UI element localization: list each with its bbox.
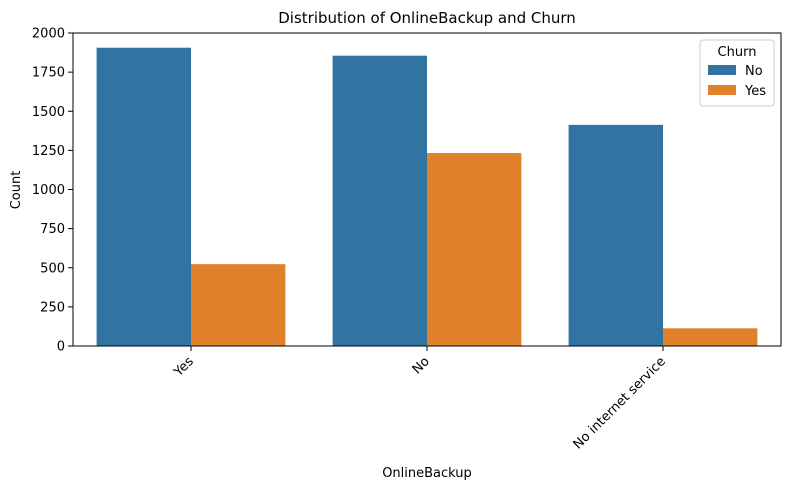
bar-no-internet-service-churn-yes [663,328,758,346]
x-tick-label: No [410,354,433,377]
bar-no-internet-service-churn-no [568,124,663,346]
legend-swatch-no [708,65,736,75]
x-axis: Yes No No internet service [171,346,669,452]
chart-title: Distribution of OnlineBackup and Churn [278,9,576,27]
legend-title: Churn [718,45,757,60]
x-tick-label: No internet service [571,354,669,452]
y-tick-label: 0 [57,340,65,355]
legend-swatch-yes [708,85,736,95]
y-tick-label: 1500 [32,105,65,120]
bar-yes-churn-no [96,47,191,346]
plot-area [96,47,758,346]
y-tick-label: 1250 [32,144,65,159]
y-axis-label: Count [9,171,24,210]
legend-label-yes: Yes [744,84,766,99]
y-tick-label: 250 [40,300,65,315]
y-tick-label: 1000 [32,183,65,198]
y-tick-label: 1750 [32,66,65,81]
legend-label-no: No [745,64,763,79]
bar-no-churn-no [332,55,427,346]
legend: Churn No Yes [699,39,775,107]
y-tick-label: 500 [40,261,65,276]
bar-no-churn-yes [427,153,522,346]
bar-yes-churn-yes [191,264,286,346]
y-tick-label: 750 [40,222,65,237]
x-axis-label: OnlineBackup [382,466,472,481]
x-tick-label: Yes [171,354,197,380]
y-axis: 0 250 500 750 1000 1250 1500 1750 2000 [32,27,73,355]
y-tick-label: 2000 [32,27,65,42]
